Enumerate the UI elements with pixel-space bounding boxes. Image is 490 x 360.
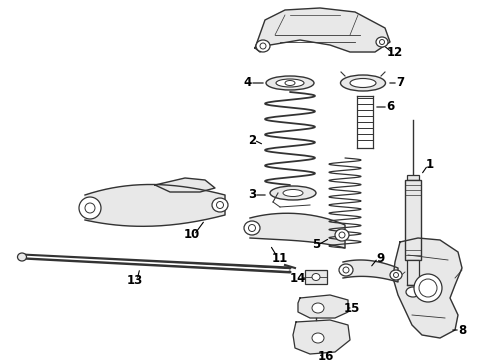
Ellipse shape	[339, 232, 345, 238]
Ellipse shape	[376, 37, 388, 47]
Ellipse shape	[312, 333, 324, 343]
Ellipse shape	[79, 197, 101, 219]
FancyBboxPatch shape	[407, 175, 419, 180]
Polygon shape	[155, 178, 215, 192]
Ellipse shape	[390, 270, 402, 280]
Polygon shape	[343, 260, 398, 282]
Ellipse shape	[285, 81, 295, 85]
Text: 4: 4	[244, 77, 252, 90]
Ellipse shape	[283, 189, 303, 197]
Ellipse shape	[343, 267, 349, 273]
Bar	[305, 270, 327, 284]
Ellipse shape	[350, 78, 376, 87]
Ellipse shape	[312, 303, 324, 313]
Polygon shape	[393, 238, 462, 338]
Ellipse shape	[260, 43, 266, 49]
Ellipse shape	[266, 76, 314, 90]
Text: 1: 1	[426, 158, 434, 171]
Text: 11: 11	[272, 252, 288, 265]
Ellipse shape	[18, 253, 26, 261]
Text: 3: 3	[248, 189, 256, 202]
Polygon shape	[85, 184, 225, 226]
Polygon shape	[255, 8, 390, 52]
Text: 5: 5	[312, 238, 320, 252]
Ellipse shape	[85, 203, 95, 213]
Text: 16: 16	[318, 351, 334, 360]
Ellipse shape	[339, 264, 353, 276]
Ellipse shape	[270, 186, 316, 200]
Ellipse shape	[248, 225, 255, 231]
Ellipse shape	[335, 229, 349, 241]
Ellipse shape	[312, 274, 320, 280]
Ellipse shape	[341, 75, 386, 91]
Ellipse shape	[406, 287, 420, 297]
Text: 10: 10	[184, 229, 200, 242]
Text: 13: 13	[127, 274, 143, 287]
Ellipse shape	[414, 274, 442, 302]
Text: 7: 7	[396, 77, 404, 90]
Ellipse shape	[276, 79, 304, 87]
Ellipse shape	[379, 40, 385, 45]
Text: 14: 14	[290, 271, 306, 284]
Text: 2: 2	[248, 134, 256, 147]
Text: 8: 8	[458, 324, 466, 337]
Ellipse shape	[393, 273, 398, 278]
Bar	[405, 180, 421, 260]
Ellipse shape	[217, 202, 223, 208]
Bar	[407, 260, 419, 285]
Polygon shape	[298, 295, 348, 318]
Text: 15: 15	[344, 302, 360, 315]
Polygon shape	[293, 320, 350, 354]
Ellipse shape	[212, 198, 228, 212]
Ellipse shape	[256, 40, 270, 52]
Ellipse shape	[419, 279, 437, 297]
Text: 6: 6	[386, 100, 394, 113]
Polygon shape	[250, 213, 345, 248]
Text: 12: 12	[387, 46, 403, 59]
Ellipse shape	[244, 221, 260, 235]
Text: 9: 9	[376, 252, 384, 265]
